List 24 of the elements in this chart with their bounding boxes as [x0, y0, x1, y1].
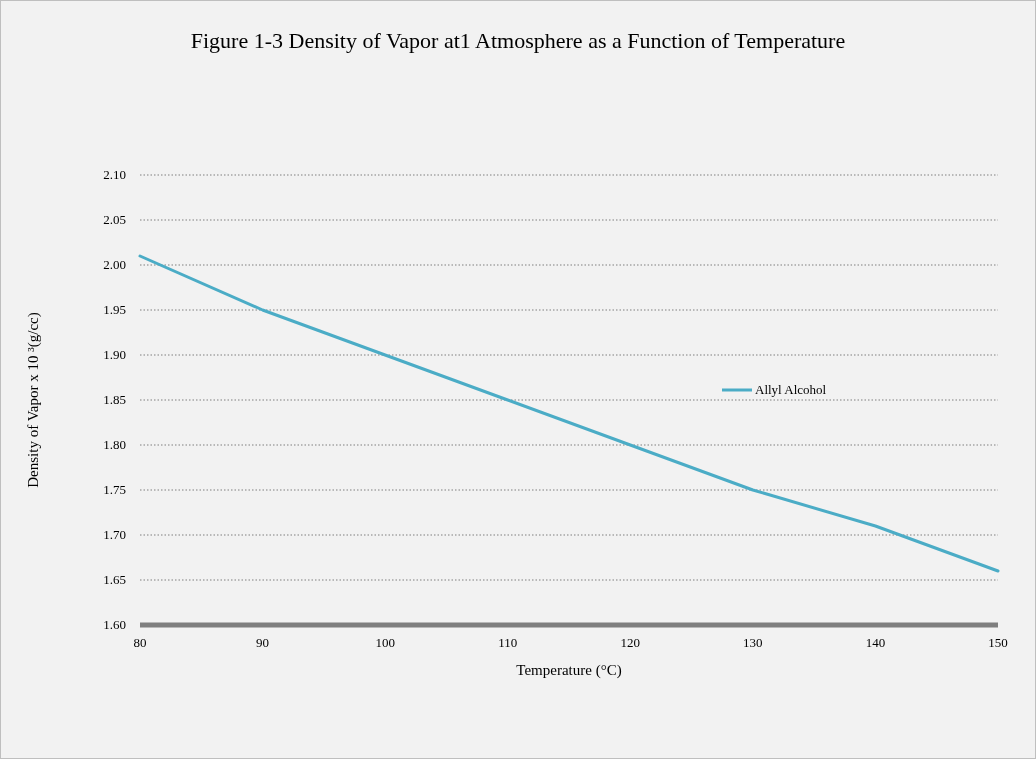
y-tick-label: 2.05	[103, 212, 126, 227]
line-series	[138, 254, 1000, 573]
y-axis-title: Density of Vapor x 10 ³(g/cc)	[25, 312, 42, 488]
y-tick-label: 1.60	[103, 617, 126, 632]
legend-label: Allyl Alcohol	[755, 382, 827, 397]
y-tick-label: 2.10	[103, 167, 126, 182]
x-tick-label: 110	[498, 635, 518, 650]
x-tick-label: 90	[256, 635, 270, 650]
chart-title: Figure 1-3 Density of Vapor at1 Atmosphere as a Function of Temperature	[190, 28, 846, 53]
x-tick-label: 100	[375, 635, 395, 650]
y-tick-label: 1.85	[103, 392, 126, 407]
y-tick-label: 1.70	[103, 527, 126, 542]
x-tick-label: 150	[988, 635, 1008, 650]
x-tick-label: 140	[865, 635, 886, 650]
x-tick-label: 130	[743, 635, 763, 650]
x-tick-label: 120	[620, 635, 641, 650]
y-tick-label: 1.75	[103, 482, 126, 497]
y-tick-label: 1.65	[103, 572, 126, 587]
x-tick-label: 80	[133, 635, 147, 650]
y-tick-label: 1.95	[103, 302, 126, 317]
x-axis-title: Temperature (°C)	[516, 662, 622, 679]
y-tick-label: 1.90	[103, 347, 126, 362]
y-tick-label: 2.00	[103, 257, 126, 272]
y-tick-label: 1.80	[103, 437, 126, 452]
